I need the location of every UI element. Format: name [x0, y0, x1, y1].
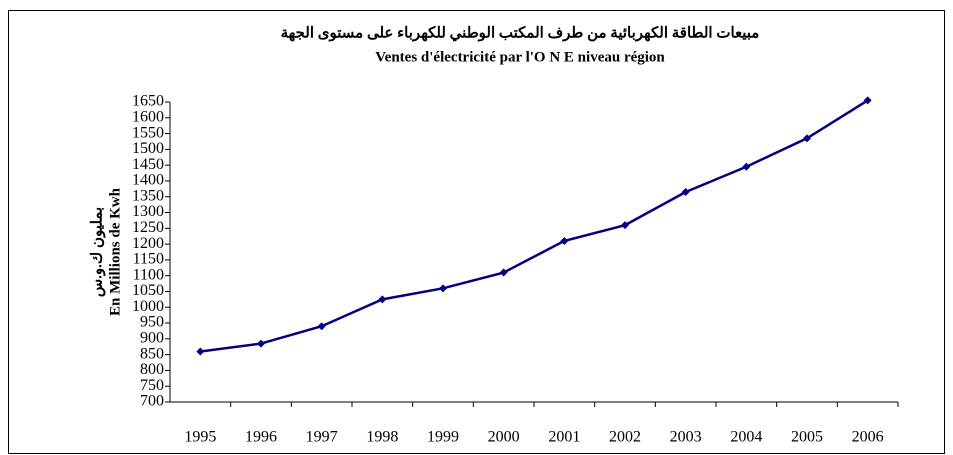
y-tick-label: 1350 [132, 187, 164, 204]
y-tick-label: 1500 [132, 140, 164, 157]
x-tick-label: 1996 [245, 429, 277, 446]
y-tick-label: 850 [140, 345, 164, 362]
y-axis-label: En Millions de Kwh [107, 187, 123, 316]
y-tick-label: 1000 [132, 298, 164, 315]
y-tick-label: 1550 [132, 124, 164, 141]
frame [8, 10, 945, 454]
x-tick-label: 2000 [488, 429, 520, 446]
y-tick-label: 1150 [133, 251, 164, 268]
x-tick-label: 1995 [184, 429, 216, 446]
y-tick-label: 950 [140, 314, 164, 331]
marker [439, 284, 447, 293]
marker [803, 134, 811, 143]
y-tick-label: 800 [140, 361, 164, 378]
y-tick-label: 1200 [132, 235, 164, 252]
chart-subtitle: Ventes d'électricité par l'O N E niveau … [375, 49, 665, 65]
chart-title: مبيعات الطاقة الكهربائية من طرف المكتب ا… [281, 25, 760, 42]
x-tick-label: 2001 [548, 429, 580, 446]
x-tick-label: 1997 [306, 429, 338, 446]
line [200, 99, 869, 353]
y-tick-label: 1650 [132, 93, 164, 110]
marker [317, 322, 326, 331]
marker [196, 347, 205, 356]
marker [499, 268, 508, 277]
x-tick-label: 2005 [791, 429, 823, 446]
y-tick-label: 1600 [132, 108, 164, 125]
x-tick-label: 2006 [852, 429, 884, 446]
x-tick-label: 2003 [670, 429, 702, 446]
marker [742, 162, 751, 171]
x-tick-label: 1999 [427, 429, 459, 446]
x-tick-label: 2002 [609, 429, 641, 446]
marker [378, 295, 387, 304]
y-tick-label: 1300 [132, 203, 164, 220]
marker [257, 339, 265, 348]
marker [681, 188, 690, 196]
marker [863, 96, 872, 105]
marker [560, 236, 569, 245]
y-tick-label: 900 [140, 330, 164, 347]
y-tick-label: 1050 [132, 282, 164, 299]
marker [621, 221, 629, 230]
y-tick-label: 1250 [132, 219, 164, 236]
y-tick-label: 1450 [132, 156, 164, 173]
y-tick-label: 1100 [133, 266, 164, 283]
y-tick-label: 700 [140, 393, 164, 410]
x-tick-label: 1998 [366, 429, 398, 446]
y-axis-label: بمليون ك.و.س [89, 207, 105, 297]
y-tick-label: 1400 [132, 172, 164, 189]
x-tick-label: 2004 [730, 429, 762, 446]
y-tick-label: 750 [140, 377, 164, 394]
